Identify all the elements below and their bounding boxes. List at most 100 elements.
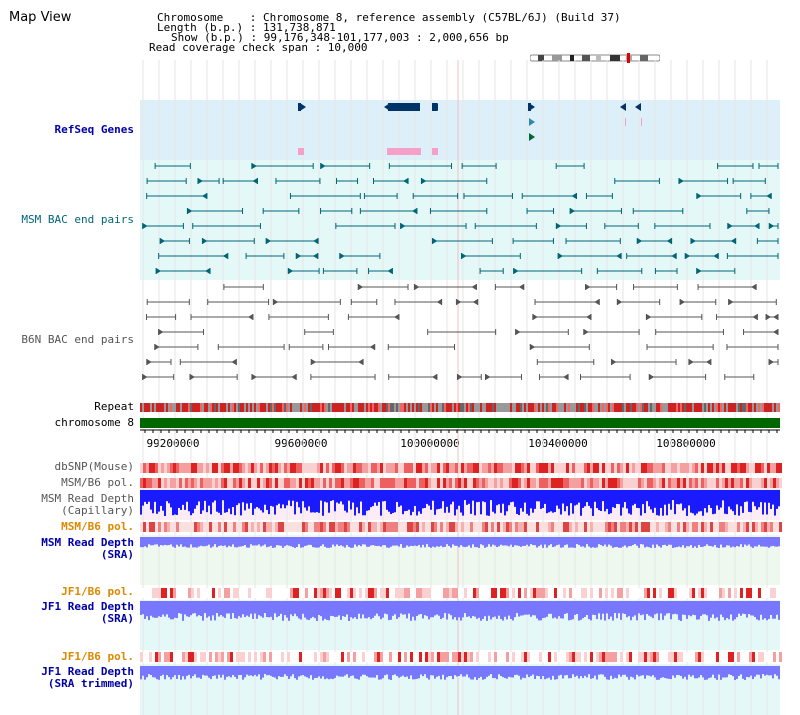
depth-bar (606, 537, 608, 547)
depth-bar (614, 490, 616, 508)
axis-tick-label: 99600000 (274, 437, 328, 450)
depth-bar (378, 537, 380, 546)
heat-cell (638, 652, 641, 662)
label-jf1-depth-trimmed[interactable]: JF1 Read Depth (SRA trimmed) (41, 665, 134, 690)
depth-bar (448, 666, 450, 677)
label-msm-b6-pol-1[interactable]: MSM/B6 pol. (61, 476, 134, 489)
depth-bar (524, 601, 526, 615)
gene-block (388, 103, 420, 111)
label-refseq-genes[interactable]: RefSeq Genes (54, 123, 134, 136)
depth-bar (278, 490, 280, 504)
depth-bar (724, 666, 726, 678)
repeat-segment (542, 403, 544, 412)
depth-bar (356, 537, 358, 547)
label-dbsnp[interactable]: dbSNP(Mouse) (54, 460, 134, 473)
depth-bar (268, 537, 270, 547)
depth-bar (208, 601, 210, 617)
depth-bar (494, 537, 496, 546)
heat-cell (650, 478, 653, 488)
heat-cell (539, 652, 542, 662)
depth-bar (346, 490, 348, 513)
heat-cell (287, 652, 290, 662)
repeat-segment (362, 403, 364, 412)
heat-cell (218, 588, 221, 598)
heat-cell (452, 463, 455, 473)
label-chromosome[interactable]: chromosome 8 (54, 416, 134, 429)
label-jf1-b6-pol-1[interactable]: JF1/B6 pol. (61, 585, 134, 598)
label-repeat[interactable]: Repeat (94, 400, 134, 413)
depth-bar (218, 666, 220, 675)
heat-cell (512, 478, 515, 488)
repeat-segment (158, 403, 160, 412)
depth-bar (690, 537, 692, 546)
repeat-segment (676, 403, 678, 412)
heat-cell (752, 652, 755, 662)
label-msm-bac[interactable]: MSM BAC end pairs (21, 213, 134, 226)
depth-bar (576, 490, 578, 505)
heat-cell (347, 478, 350, 488)
label-msm-b6-pol-2[interactable]: MSM/B6 pol. (61, 520, 134, 533)
heat-cell (335, 522, 338, 532)
depth-bar (660, 601, 662, 614)
chromosome-ideogram[interactable] (530, 53, 660, 63)
label-b6n-bac[interactable]: B6N BAC end pairs (21, 333, 134, 346)
bac-end-arrow (456, 299, 462, 305)
repeat-segment (244, 403, 246, 412)
depth-bar (426, 666, 428, 678)
depth-bar (214, 666, 216, 676)
depth-bar (758, 490, 760, 508)
heat-cell (401, 522, 404, 532)
depth-bar (194, 490, 196, 509)
depth-bar (644, 666, 646, 679)
depth-bar (388, 490, 390, 512)
depth-bar (644, 490, 646, 514)
depth-bar (266, 601, 268, 618)
heat-cell (170, 522, 173, 532)
depth-bar (350, 601, 352, 618)
heat-cell (500, 478, 503, 488)
depth-bar (330, 666, 332, 679)
heat-cell (476, 652, 479, 662)
label-msm-depth-sra[interactable]: MSM Read Depth (SRA) (41, 536, 134, 561)
depth-bar (734, 537, 736, 548)
heat-cell (611, 652, 614, 662)
depth-bar (602, 537, 604, 547)
depth-bar (700, 490, 702, 512)
depth-bar (410, 666, 412, 676)
heat-cell (683, 478, 686, 488)
info-length: Length (b.p.) : 131,738,871 (157, 21, 336, 34)
repeat-segment (270, 403, 272, 412)
heat-cell (206, 463, 209, 473)
depth-bar (746, 490, 748, 502)
heat-cell (563, 478, 566, 488)
depth-bar (608, 537, 610, 545)
heat-cell (395, 463, 398, 473)
depth-bar (260, 537, 262, 547)
repeat-segment (498, 403, 500, 412)
depth-bar (530, 601, 532, 617)
bac-end-arrow (251, 163, 257, 169)
depth-bar (562, 537, 564, 548)
label-jf1-depth-sra[interactable]: JF1 Read Depth (SRA) (41, 600, 134, 625)
depth-bar (512, 537, 514, 548)
depth-bar (396, 601, 398, 619)
depth-bar (668, 666, 670, 679)
repeat-segment (586, 403, 588, 412)
depth-bar (226, 601, 228, 614)
depth-bar (442, 537, 444, 548)
label-msm-depth-capillary[interactable]: MSM Read Depth (Capillary) (41, 492, 134, 517)
heat-cell (311, 588, 314, 598)
heat-cell (701, 652, 704, 662)
depth-bar (418, 666, 420, 679)
heat-cell (488, 652, 491, 662)
depth-bar (268, 666, 270, 676)
depth-bar (758, 601, 760, 621)
repeat-segment (630, 403, 632, 412)
heat-cell (413, 522, 416, 532)
depth-bar (598, 666, 600, 675)
depth-bar (512, 601, 514, 621)
depth-bar (378, 666, 380, 680)
depth-bar (704, 601, 706, 615)
label-jf1-b6-pol-2[interactable]: JF1/B6 pol. (61, 650, 134, 663)
